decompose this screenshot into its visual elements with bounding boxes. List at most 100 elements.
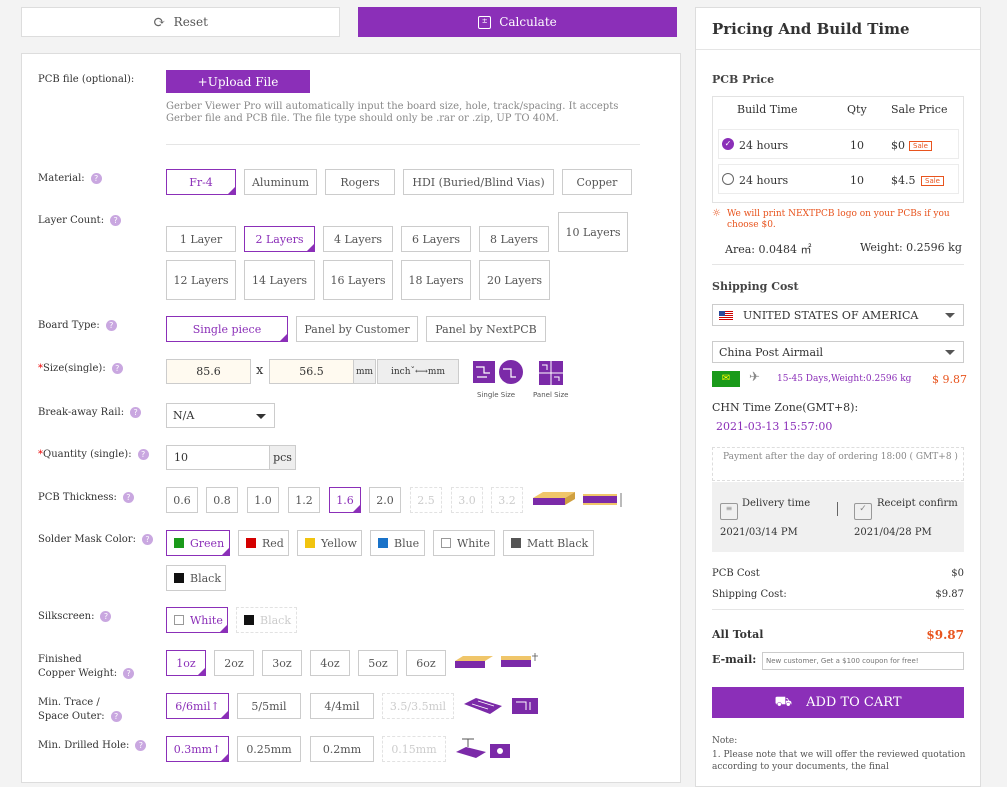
- refresh-icon: ⟳: [153, 13, 166, 31]
- breakaway-label: Break-away Rail:?: [38, 406, 142, 420]
- mask-white[interactable]: White: [433, 530, 495, 556]
- note-title: Note:: [712, 736, 738, 746]
- delivery-date: 2021/03/14 PM: [720, 527, 798, 538]
- thickness-1-6[interactable]: 1.6: [329, 487, 361, 513]
- material-fr4[interactable]: Fr-4: [166, 169, 236, 195]
- mask-matt-black[interactable]: Matt Black: [503, 530, 594, 556]
- thickness-2-0[interactable]: 2.0: [369, 487, 401, 513]
- help-icon: ?: [123, 668, 135, 679]
- board-panel-customer[interactable]: Panel by Customer: [296, 316, 418, 342]
- country-select[interactable]: UNITED STATES OF AMERICA: [712, 304, 964, 326]
- delivery-label: Delivery time: [742, 498, 811, 509]
- mask-green[interactable]: Green: [166, 530, 230, 556]
- board-single-piece[interactable]: Single piece: [166, 316, 288, 342]
- help-icon: ?: [100, 611, 112, 622]
- material-aluminum[interactable]: Aluminum: [244, 169, 317, 195]
- trace-6-6[interactable]: 6/6mil↑: [166, 693, 229, 719]
- upload-file-button[interactable]: +Upload File: [166, 70, 310, 93]
- layer-14[interactable]: 14 Layers: [244, 260, 315, 300]
- add-to-cart-button[interactable]: ⛟ ADD TO CART: [712, 687, 964, 718]
- divider: [712, 609, 964, 610]
- mask-red[interactable]: Red: [238, 530, 289, 556]
- board-panel-nextpcb[interactable]: Panel by NextPCB: [426, 316, 546, 342]
- layer-2[interactable]: 2 Layers: [244, 226, 315, 252]
- copper-6oz[interactable]: 6oz: [406, 650, 446, 676]
- layer-20[interactable]: 20 Layers: [479, 260, 550, 300]
- email-input[interactable]: [762, 652, 964, 670]
- layer-10[interactable]: 10 Layers: [558, 212, 628, 252]
- solder-mask-label: Solder Mask Color:?: [38, 533, 153, 547]
- logo-note: We will print NEXTPCB logo on your PCBs …: [727, 209, 950, 230]
- sun-icon: ☼: [712, 208, 721, 219]
- thickness-1-0[interactable]: 1.0: [247, 487, 279, 513]
- mask-black[interactable]: Black: [166, 565, 226, 591]
- copper-5oz[interactable]: 5oz: [358, 650, 398, 676]
- material-hdi[interactable]: HDI (Buried/Blind Vias): [403, 169, 554, 195]
- row-time: 24 hours: [739, 139, 789, 152]
- shipping-cost-value: $9.87: [935, 589, 964, 600]
- shipping-price: $ 9.87: [932, 373, 967, 386]
- drill-image: [454, 736, 516, 766]
- drill-label: Min. Drilled Hole:?: [38, 739, 147, 753]
- help-icon: ?: [110, 215, 122, 226]
- silkscreen-black[interactable]: Black: [236, 607, 297, 633]
- help-icon: ?: [111, 363, 123, 374]
- thickness-3-0[interactable]: 3.0: [451, 487, 483, 513]
- help-icon: ?: [90, 173, 102, 184]
- layer-12[interactable]: 12 Layers: [166, 260, 236, 300]
- copper-4oz[interactable]: 4oz: [310, 650, 350, 676]
- calculate-button[interactable]: ± Calculate: [358, 7, 677, 37]
- copper-weight-label: Finished Copper Weight:?: [38, 653, 135, 681]
- trace-4-4[interactable]: 4/4mil: [310, 693, 374, 719]
- copper-3oz[interactable]: 3oz: [262, 650, 302, 676]
- reset-button[interactable]: ⟳ Reset: [21, 7, 340, 37]
- layer-8[interactable]: 8 Layers: [479, 226, 549, 252]
- thickness-1-2[interactable]: 1.2: [288, 487, 320, 513]
- single-size-caption: Single Size: [477, 391, 516, 399]
- help-icon: ?: [130, 407, 142, 418]
- divider: [837, 502, 838, 516]
- thickness-2-5[interactable]: 2.5: [410, 487, 442, 513]
- breakaway-select[interactable]: N/A: [166, 403, 275, 428]
- material-rogers[interactable]: Rogers: [325, 169, 395, 195]
- shipping-method-select[interactable]: China Post Airmail: [712, 341, 964, 363]
- silkscreen-white[interactable]: White: [166, 607, 228, 633]
- radio-checked-icon[interactable]: ✓: [722, 138, 734, 150]
- divider: [712, 264, 964, 265]
- drill-0-25[interactable]: 0.25mm: [237, 736, 301, 762]
- drill-0-15[interactable]: 0.15mm: [382, 736, 446, 762]
- layer-1[interactable]: 1 Layer: [166, 226, 236, 252]
- layer-16[interactable]: 16 Layers: [323, 260, 393, 300]
- row-price: $4.5: [891, 174, 916, 187]
- thickness-0-6[interactable]: 0.6: [166, 487, 198, 513]
- trace-5-5[interactable]: 5/5mil: [237, 693, 301, 719]
- help-icon: ?: [105, 320, 117, 331]
- unit-toggle[interactable]: inchˇ⟷mm: [377, 359, 459, 384]
- layer-4[interactable]: 4 Layers: [323, 226, 393, 252]
- size-height-input[interactable]: 56.5: [269, 359, 354, 384]
- size-width-input[interactable]: 85.6: [166, 359, 251, 384]
- pcb-file-label: PCB file (optional):: [38, 74, 135, 85]
- copper-2oz[interactable]: 2oz: [214, 650, 254, 676]
- pricing-panel: Pricing And Build Time PCB Price Build T…: [695, 7, 981, 787]
- material-copper[interactable]: Copper: [562, 169, 632, 195]
- trace-3-5[interactable]: 3.5/3.5mil: [382, 693, 454, 719]
- mask-blue[interactable]: Blue: [370, 530, 425, 556]
- thickness-0-8[interactable]: 0.8: [206, 487, 238, 513]
- price-row[interactable]: [718, 164, 959, 194]
- layer-18[interactable]: 18 Layers: [401, 260, 471, 300]
- china-post-logo: ✉: [712, 371, 740, 387]
- row-time: 24 hours: [739, 174, 789, 187]
- copper-1oz[interactable]: 1oz: [166, 650, 206, 676]
- drill-0-3[interactable]: 0.3mm↑: [166, 736, 229, 762]
- help-icon: ?: [122, 492, 134, 503]
- drill-0-2[interactable]: 0.2mm: [310, 736, 374, 762]
- radio-icon[interactable]: [722, 173, 734, 185]
- thickness-3-2[interactable]: 3.2: [491, 487, 523, 513]
- calculator-icon: ±: [478, 15, 492, 29]
- quantity-label: *Quantity (single):?: [38, 448, 149, 462]
- layer-6[interactable]: 6 Layers: [401, 226, 471, 252]
- mask-yellow[interactable]: Yellow: [297, 530, 362, 556]
- price-row[interactable]: [718, 129, 959, 159]
- row-price: $0: [891, 139, 905, 152]
